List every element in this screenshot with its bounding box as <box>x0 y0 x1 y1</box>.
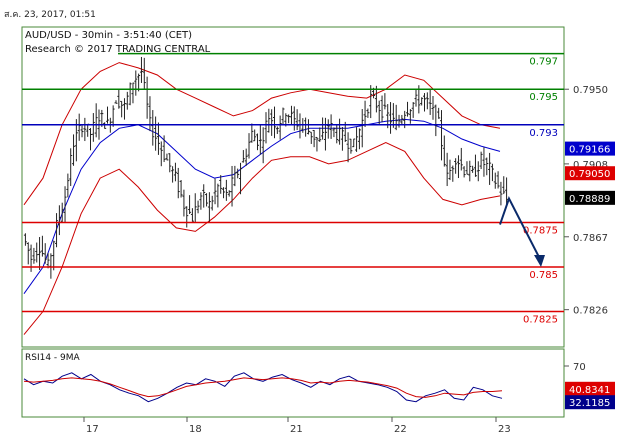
level-label-1: 0.795 <box>529 92 558 103</box>
y-tick-label-1: 0.7908 <box>573 160 608 171</box>
rsi-tick-label-0: 70 <box>573 362 586 373</box>
x-tick-label-3: 22 <box>394 424 407 435</box>
symbol-line: AUD/USD - 30min - 3:51:40 (CET) <box>25 30 192 41</box>
bollinger-lower <box>23 142 501 335</box>
rsi-panel-frame <box>21 348 565 418</box>
bollinger-bands <box>23 62 501 335</box>
rsi-title: RSI14 - 9MA <box>25 353 81 363</box>
x-axis-ticks: 17 18 21 22 23 <box>83 417 511 435</box>
level-label-4: 0.785 <box>529 270 558 281</box>
rsi-y-ticks: 70 <box>564 362 586 373</box>
x-tick-label-0: 17 <box>86 424 99 435</box>
rsi-tags: 40.8341 32.1185 <box>565 381 615 410</box>
y-axis-ticks: 0.7950 0.7908 0.7867 0.7826 <box>564 85 608 317</box>
price-tags: 0.79166 0.79050 0.78889 <box>565 141 615 205</box>
projection-arrow <box>499 196 545 267</box>
price-tag-box-0 <box>565 141 615 156</box>
level-label-0: 0.797 <box>529 57 558 68</box>
level-label-5: 0.7825 <box>523 314 558 325</box>
timestamp: ส.ค. 23, 2017, 01:51 <box>4 10 96 20</box>
bollinger-upper <box>23 62 501 206</box>
research-line: Research © 2017 TRADING CENTRAL <box>25 44 211 55</box>
rsi-tag-box-0 <box>565 381 615 396</box>
candles <box>23 56 509 279</box>
price-panel-frame <box>21 26 565 348</box>
moving-average-line <box>23 118 501 294</box>
rsi-series-0 <box>23 372 503 403</box>
support-resistance-levels: 0.797 0.795 0.793 0.7875 0.785 0.7825 <box>22 52 564 325</box>
x-tick-label-1: 18 <box>189 424 202 435</box>
x-tick-label-4: 23 <box>498 424 511 435</box>
y-tick-label-2: 0.7867 <box>573 233 608 244</box>
x-tick-label-2: 21 <box>290 424 303 435</box>
rsi-tag-label-0: 40.8341 <box>569 385 610 396</box>
moving-average <box>23 118 501 294</box>
price-tag-box-1 <box>565 166 615 181</box>
level-label-3: 0.7875 <box>523 226 558 237</box>
rsi-tag-label-1: 32.1185 <box>569 398 610 409</box>
rsi-lines <box>23 372 503 403</box>
price-tag-label-1: 0.79050 <box>569 169 610 180</box>
price-tag-label-0: 0.79166 <box>569 145 610 156</box>
price-tag-box-2 <box>565 190 615 205</box>
arrow-shaft <box>499 196 541 260</box>
price-tag-label-2: 0.78889 <box>569 194 610 205</box>
rsi-tag-box-1 <box>565 395 615 410</box>
rsi-series-1 <box>23 377 503 398</box>
level-label-2: 0.793 <box>529 128 558 139</box>
y-tick-label-0: 0.7950 <box>573 85 608 96</box>
y-tick-label-3: 0.7826 <box>573 306 608 317</box>
arrow-head <box>534 255 545 267</box>
